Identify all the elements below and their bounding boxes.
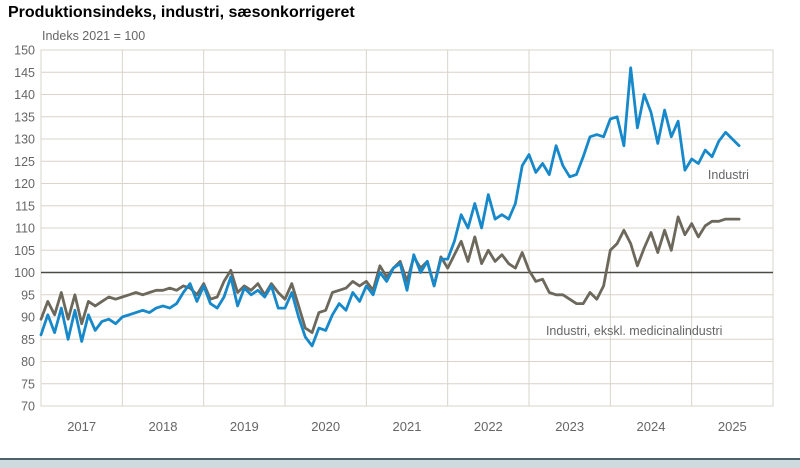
y-tick-label: 125	[14, 155, 35, 169]
unit-label: Indeks 2021 = 100	[42, 29, 146, 43]
y-tick-label: 90	[21, 311, 35, 325]
y-tick-label: 110	[15, 222, 35, 236]
x-tick-label: 2019	[230, 419, 259, 434]
y-tick-label: 95	[21, 288, 35, 302]
y-tick-label: 80	[21, 355, 35, 369]
y-tick-label: 145	[14, 66, 35, 80]
x-tick-label: 2025	[718, 419, 747, 434]
y-tick-label: 120	[14, 177, 35, 191]
y-tick-label: 75	[21, 377, 35, 391]
x-tick-label: 2022	[474, 419, 503, 434]
footer-accent-bar	[0, 458, 800, 468]
x-tick-label: 2023	[555, 419, 584, 434]
series-label: Industri	[708, 168, 749, 182]
y-tick-label: 85	[21, 333, 35, 347]
x-tick-label: 2018	[149, 419, 178, 434]
line-chart: 70 75 80 85 90 95 100 105 110 115 120 125 130 135 140 1…	[14, 44, 774, 434]
y-tick-label: 115	[15, 199, 35, 213]
x-tick-label: 2024	[637, 419, 666, 434]
y-tick-label: 100	[14, 266, 35, 280]
plot-border	[40, 49, 774, 407]
y-tick-label: 130	[14, 133, 35, 147]
y-tick-label: 70	[21, 400, 35, 414]
series-label: Industri, ekskl. medicinalindustri	[546, 324, 722, 338]
x-tick-label: 2021	[393, 419, 422, 434]
chart-title: Produktionsindeks, industri, sæsonkorrig…	[8, 4, 355, 21]
y-tick-label: 140	[14, 88, 35, 102]
series-line-industri	[39, 66, 741, 348]
x-tick-label: 2020	[311, 419, 340, 434]
y-tick-label: 105	[14, 244, 35, 258]
x-tick-label: 2017	[67, 419, 96, 434]
y-tick-label: 150	[14, 44, 35, 58]
y-tick-label: 135	[14, 110, 35, 124]
